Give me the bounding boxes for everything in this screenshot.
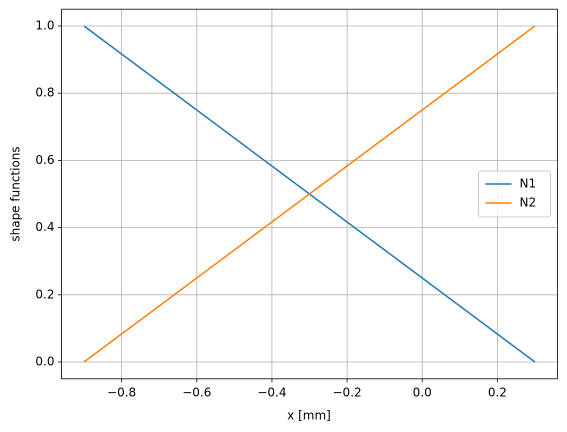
x-axis-label: x [mm] [287, 409, 331, 423]
legend-box [478, 170, 551, 218]
y-tick-label: 0.4 [35, 220, 54, 234]
legend-label: N1 [520, 177, 537, 191]
legend-label: N2 [520, 196, 537, 210]
x-tick-label: −0.6 [182, 385, 211, 399]
y-axis-label: shape functions [9, 146, 23, 241]
y-tick-label: 0.0 [35, 355, 54, 369]
x-tick-label: −0.2 [333, 385, 362, 399]
x-tick-label: −0.8 [107, 385, 136, 399]
y-tick-label: 0.2 [35, 287, 54, 301]
plot-frame [61, 8, 558, 380]
y-tick-label: 0.6 [35, 153, 54, 167]
y-tick-label: 0.8 [35, 86, 54, 100]
x-tick-label: 0.0 [413, 385, 432, 399]
y-tick-label: 1.0 [35, 19, 54, 33]
x-tick-label: −0.4 [257, 385, 286, 399]
line [83, 25, 536, 363]
x-tick-label: 0.2 [488, 385, 507, 399]
